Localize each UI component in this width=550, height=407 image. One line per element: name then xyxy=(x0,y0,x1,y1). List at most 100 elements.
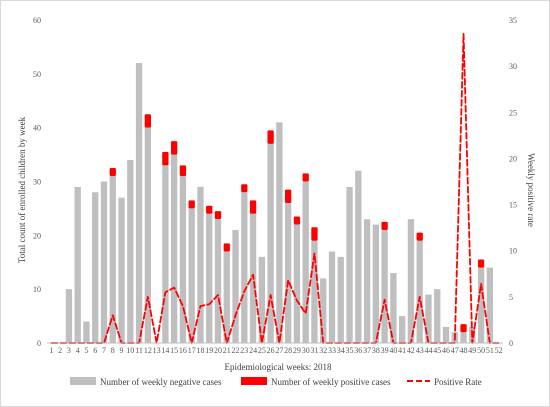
bar-positive-week-50 xyxy=(477,259,485,268)
legend-label-positive-rate: Positive Rate xyxy=(434,377,482,387)
x-tick-label: 21 xyxy=(223,346,231,355)
bar-negative-week-35 xyxy=(346,186,353,343)
bar-negative-week-44 xyxy=(425,294,432,343)
bar-positive-week-15 xyxy=(171,141,178,155)
x-tick-label: 40 xyxy=(389,346,397,355)
x-tick-label: 18 xyxy=(196,346,204,355)
x-tick-label: 6 xyxy=(93,346,97,355)
bar-negative-week-29 xyxy=(293,224,301,343)
bar-negative-week-27 xyxy=(276,122,283,343)
bar-negative-week-11 xyxy=(135,63,143,343)
y-right-tick-label: 15 xyxy=(509,201,517,210)
line-layer xyxy=(50,32,500,344)
bar-positive-week-30 xyxy=(302,173,309,182)
x-tick-label: 47 xyxy=(451,346,459,355)
x-tick-label: 5 xyxy=(84,346,88,355)
x-tick-label: 43 xyxy=(416,346,424,355)
bar-positive-week-24 xyxy=(249,200,257,214)
x-tick-label: 17 xyxy=(188,346,196,355)
x-tick-label: 48 xyxy=(460,346,468,355)
positive-rate-line xyxy=(50,32,500,344)
bar-positive-week-48 xyxy=(460,324,467,333)
bar-negative-week-22 xyxy=(232,229,239,343)
bar-negative-week-5 xyxy=(83,321,90,343)
x-tick-label: 3 xyxy=(67,346,71,355)
bar-negative-week-28 xyxy=(285,203,292,343)
bar-negative-week-14 xyxy=(162,165,169,343)
bar-negative-week-51 xyxy=(486,267,493,343)
bar-negative-week-32 xyxy=(320,278,327,343)
x-tick-label: 44 xyxy=(424,346,432,355)
bar-negative-week-15 xyxy=(171,154,178,343)
x-tick-label: 34 xyxy=(337,346,345,355)
y-left-tick-label: 0 xyxy=(37,339,41,348)
y-left-tick-label: 10 xyxy=(33,285,41,294)
bar-negative-week-4 xyxy=(74,186,81,343)
x-tick-label: 52 xyxy=(495,346,503,355)
x-tick-label: 22 xyxy=(232,346,240,355)
y-left-tick-label: 40 xyxy=(33,124,41,133)
x-tick-label: 2 xyxy=(58,346,62,355)
legend-swatch-positive xyxy=(241,377,267,385)
bar-positive-week-17 xyxy=(188,200,195,209)
bar-negative-week-16 xyxy=(179,176,187,343)
bar-negative-week-9 xyxy=(118,197,125,343)
x-tick-label: 36 xyxy=(354,346,362,355)
y-left-tick-label: 30 xyxy=(33,178,41,187)
bars-layer xyxy=(65,63,493,343)
x-tick-label: 9 xyxy=(120,346,124,355)
bar-positive-week-14 xyxy=(162,151,169,166)
x-tick-label: 26 xyxy=(267,346,275,355)
y-right-tick-label: 5 xyxy=(509,293,513,302)
y-axis-right-title: Weekly positive rate xyxy=(526,153,536,227)
x-tick-label: 19 xyxy=(205,346,213,355)
y-left-tick-label: 60 xyxy=(33,16,41,25)
bar-positive-week-21 xyxy=(223,243,230,252)
y-axis-left-title: Total count of enrolled children by week xyxy=(17,116,27,263)
x-tick-label: 4 xyxy=(76,346,80,355)
x-tick-label: 29 xyxy=(293,346,301,355)
bar-negative-week-45 xyxy=(434,289,441,343)
legend: Number of weekly negative cases Number o… xyxy=(70,377,482,387)
x-tick-label: 24 xyxy=(249,346,257,355)
axes-layer: 1 2 3 4 5 6 7 8 9 10 11 12 13 14 15 16 17 18 19 20 21 22 23 24 2… xyxy=(33,16,517,355)
x-tick-label: 23 xyxy=(240,346,248,355)
bar-positive-week-26 xyxy=(267,130,274,144)
x-tick-label: 37 xyxy=(363,346,371,355)
bar-positive-week-29 xyxy=(293,216,301,225)
x-tick-label: 49 xyxy=(468,346,476,355)
bar-positive-week-16 xyxy=(179,165,187,177)
y-right-tick-label: 25 xyxy=(509,108,517,117)
bar-positive-week-43 xyxy=(416,232,423,241)
bar-negative-week-19 xyxy=(206,213,213,343)
x-tick-label: 7 xyxy=(102,346,106,355)
y-right-tick-label: 0 xyxy=(509,339,513,348)
bar-negative-week-37 xyxy=(363,219,371,343)
x-tick-label: 42 xyxy=(407,346,415,355)
x-axis-title: Epidemiological weeks: 2018 xyxy=(225,362,332,372)
y-left-tick-label: 20 xyxy=(33,231,41,240)
bar-negative-week-43 xyxy=(416,240,423,343)
bar-negative-week-38 xyxy=(372,224,379,343)
bar-positive-week-19 xyxy=(206,205,213,214)
x-tick-label: 1 xyxy=(49,346,53,355)
x-tick-label: 51 xyxy=(486,346,494,355)
x-tick-label: 31 xyxy=(310,346,318,355)
bar-negative-week-48 xyxy=(460,332,467,343)
x-tick-label: 10 xyxy=(126,346,134,355)
bar-negative-week-50 xyxy=(477,267,485,343)
bar-positive-week-12 xyxy=(144,114,151,128)
x-tick-label: 45 xyxy=(433,346,441,355)
bar-positive-week-39 xyxy=(381,221,388,230)
y-right-tick-label: 30 xyxy=(509,62,517,71)
bar-negative-week-41 xyxy=(399,316,406,343)
bar-negative-week-42 xyxy=(407,219,415,343)
x-tick-label: 39 xyxy=(381,346,389,355)
bar-negative-week-30 xyxy=(302,181,309,343)
x-tick-label: 25 xyxy=(258,346,266,355)
bar-negative-week-17 xyxy=(188,208,195,343)
bar-negative-week-26 xyxy=(267,143,274,343)
bar-positive-week-8 xyxy=(109,168,116,177)
bar-negative-week-33 xyxy=(328,251,336,343)
